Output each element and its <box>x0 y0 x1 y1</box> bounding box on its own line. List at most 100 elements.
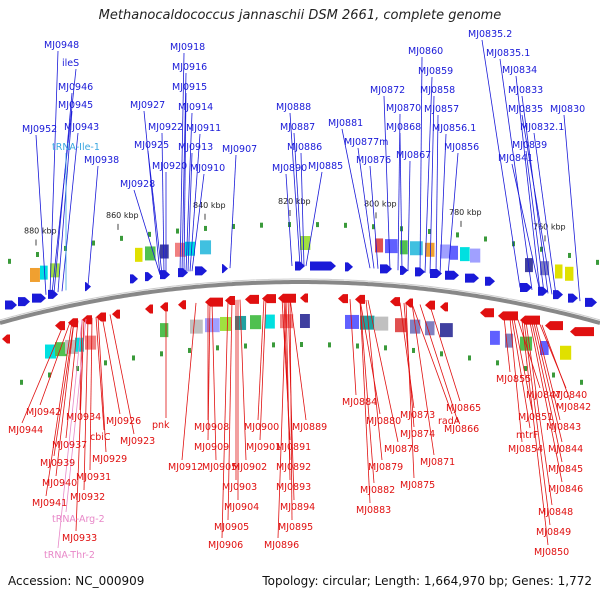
label-leader-line <box>75 319 85 532</box>
label-leader-line <box>407 160 411 272</box>
track-dot <box>356 343 359 349</box>
gene-label: MJ0933 <box>62 533 97 544</box>
gene-label: MJ0873 <box>400 410 435 421</box>
forward-gene-arrow <box>32 293 46 303</box>
label-leader-line <box>259 298 267 441</box>
track-dot <box>552 372 555 378</box>
label-leader-line <box>399 132 403 271</box>
reverse-gene-arrow <box>160 302 168 312</box>
label-leader-line <box>57 110 73 293</box>
forward-gene-arrow <box>400 265 408 275</box>
gene-label: MJ0881 <box>328 118 363 129</box>
label-leader-line <box>289 298 293 521</box>
label-leader-line <box>39 322 71 406</box>
gene-label: MJ0952 <box>22 124 57 135</box>
gene-labels: MJ0948 ileS MJ0946 MJ0945 MJ0943 MJ0952 tRNA-I… <box>8 29 591 561</box>
track-dot <box>372 224 375 230</box>
label-leader-line <box>161 132 165 275</box>
gene-label: MJ0848 <box>538 507 573 518</box>
gene-label: MJ0856.1 <box>432 123 476 134</box>
gene-label: MJ0925 <box>134 140 169 151</box>
forward-gene-arrow <box>18 297 30 307</box>
reverse-gene-arrow <box>2 334 10 344</box>
accession-text: Accession: NC_000909 <box>8 574 145 588</box>
topology-text: Topology: circular; Length: 1,664,970 bp… <box>262 574 592 588</box>
gene-label: MJ0944 <box>8 425 43 436</box>
track-dot <box>160 351 163 357</box>
forward-gene-arrow <box>380 264 392 274</box>
label-leader-line <box>541 324 571 401</box>
feature-box <box>45 344 57 359</box>
feature-box <box>460 247 470 262</box>
label-leader-line <box>45 321 73 497</box>
reverse-gene-arrow <box>440 302 448 312</box>
gene-label: MJ0911 <box>186 123 221 134</box>
label-leader-line <box>523 320 551 526</box>
gene-label: MJ0916 <box>172 62 207 73</box>
gene-label: MJ0880 <box>366 416 401 427</box>
feature-box <box>375 316 389 331</box>
track-dot <box>244 343 247 349</box>
gene-label: MJ0879 <box>368 462 403 473</box>
label-leader-line <box>349 299 357 396</box>
label-leader-line <box>411 303 453 415</box>
label-leader-line <box>143 110 161 275</box>
forward-gene-arrow <box>195 266 207 276</box>
gene-label: MJ0835.2 <box>468 29 512 40</box>
forward-gene-arrow <box>145 272 153 282</box>
label-leader-line <box>535 323 561 421</box>
label-leader-line <box>503 317 511 373</box>
gene-label: MJ0846 <box>548 484 583 495</box>
gene-label: MJ0932 <box>70 492 105 503</box>
gene-label: MJ0918 <box>170 42 205 53</box>
label-leader-line <box>511 163 541 292</box>
forward-gene-arrow <box>465 273 479 283</box>
gene-label: MJ0920 <box>152 161 187 172</box>
label-leader-line <box>57 319 83 549</box>
reverse-gene-arrow <box>145 304 153 314</box>
gene-label: MJ0865 <box>446 403 481 414</box>
gene-label: MJ0894 <box>280 502 315 513</box>
label-leader-line <box>285 173 293 267</box>
gene-label: MJ0842 <box>556 402 591 413</box>
forward-gene-arrow <box>568 293 578 303</box>
gene-label: MJ0946 <box>58 82 93 93</box>
gene-label: MJ0840 <box>552 390 587 401</box>
feature-box <box>400 240 408 255</box>
label-leader-line <box>515 75 541 292</box>
gene-label: MJ0948 <box>44 40 79 51</box>
label-leader-line <box>399 302 415 409</box>
track-dot <box>8 258 11 264</box>
feature-box <box>135 247 143 262</box>
gene-label: MJ0835 <box>508 104 543 115</box>
feature-box <box>375 238 384 253</box>
forward-gene-arrow <box>553 290 563 300</box>
gene-label: MJ0939 <box>40 458 75 469</box>
label-leader-line <box>405 303 415 479</box>
label-leader-line <box>300 152 305 267</box>
gene-label: MJ0856 <box>444 142 479 153</box>
feature-box <box>85 335 97 350</box>
label-leader-line <box>499 58 533 291</box>
track-dot <box>300 342 303 347</box>
gene-label: MJ0896 <box>264 540 299 551</box>
gene-label: radA <box>438 416 461 427</box>
gene-label: MJ0845 <box>548 464 583 475</box>
reverse-gene-arrow <box>112 309 120 319</box>
label-leader-line <box>533 323 563 443</box>
track-dot <box>456 232 459 238</box>
feature-box <box>525 258 533 273</box>
scale-tick-label: 860 kbp <box>106 211 139 220</box>
gene-label: MJ0841 <box>498 153 533 164</box>
forward-gene-arrow <box>160 270 170 280</box>
label-leader-line <box>439 133 447 275</box>
gene-label: MJ0891 <box>276 442 311 453</box>
label-leader-line <box>293 132 303 267</box>
gene-label: MJ0943 <box>64 122 99 133</box>
label-leader-line <box>429 305 461 402</box>
track-dot <box>232 223 235 229</box>
scale-tick-label: 760 kbp <box>533 222 566 231</box>
label-leader-line <box>359 299 381 415</box>
reverse-gene-arrow <box>68 318 78 328</box>
feature-box <box>30 267 40 282</box>
